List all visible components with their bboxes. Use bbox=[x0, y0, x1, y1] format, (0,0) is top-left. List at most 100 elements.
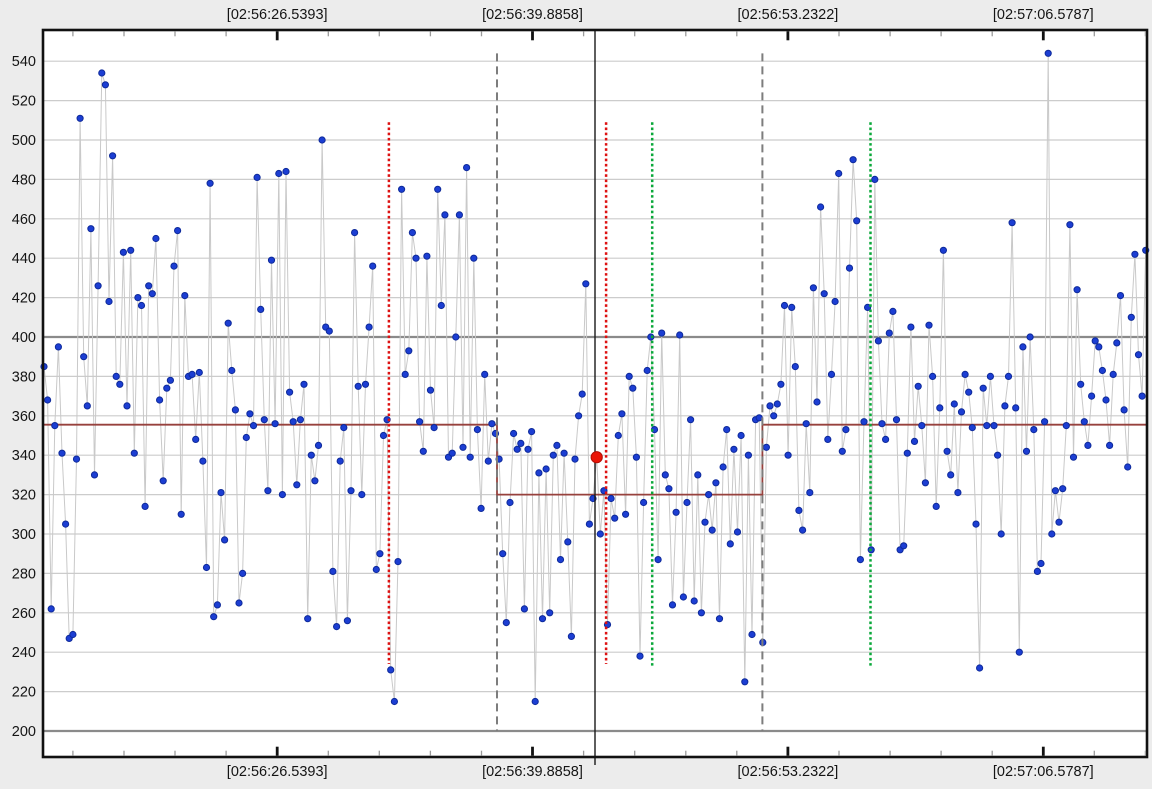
data-point-marker[interactable] bbox=[499, 550, 507, 558]
data-point-marker[interactable] bbox=[513, 445, 521, 453]
data-point-marker[interactable] bbox=[625, 372, 633, 380]
data-point-marker[interactable] bbox=[1012, 404, 1020, 412]
data-point-marker[interactable] bbox=[466, 453, 474, 461]
data-point-marker[interactable] bbox=[452, 333, 460, 341]
data-point-marker[interactable] bbox=[665, 485, 673, 493]
data-point-marker[interactable] bbox=[889, 307, 897, 315]
data-point-marker[interactable] bbox=[416, 418, 424, 426]
data-point-marker[interactable] bbox=[98, 69, 106, 77]
data-point-marker[interactable] bbox=[553, 441, 561, 449]
data-point-marker[interactable] bbox=[813, 398, 821, 406]
data-point-marker[interactable] bbox=[134, 294, 142, 302]
data-point-marker[interactable] bbox=[936, 404, 944, 412]
data-point-marker[interactable] bbox=[687, 416, 695, 424]
data-point-marker[interactable] bbox=[304, 615, 312, 623]
data-point-marker[interactable] bbox=[398, 185, 406, 193]
data-point-marker[interactable] bbox=[1015, 648, 1023, 656]
data-point-marker[interactable] bbox=[419, 447, 427, 455]
data-point-marker[interactable] bbox=[947, 471, 955, 479]
data-point-marker[interactable] bbox=[502, 619, 510, 627]
data-point-marker[interactable] bbox=[1095, 343, 1103, 351]
data-point-marker[interactable] bbox=[62, 520, 70, 528]
data-point-marker[interactable] bbox=[311, 477, 319, 485]
data-point-marker[interactable] bbox=[676, 331, 684, 339]
data-point-marker[interactable] bbox=[618, 410, 626, 418]
data-point-marker[interactable] bbox=[965, 388, 973, 396]
data-point-marker[interactable] bbox=[535, 469, 543, 477]
data-point-marker[interactable] bbox=[795, 506, 803, 514]
data-point-marker[interactable] bbox=[697, 609, 706, 617]
data-point-marker[interactable] bbox=[83, 402, 91, 410]
data-point-marker[interactable] bbox=[672, 508, 680, 516]
data-point-marker[interactable] bbox=[820, 290, 828, 298]
data-point-marker[interactable] bbox=[1134, 351, 1143, 359]
data-point-marker[interactable] bbox=[784, 451, 792, 459]
data-point-marker[interactable] bbox=[1059, 485, 1067, 493]
data-point-marker[interactable] bbox=[661, 471, 669, 479]
data-point-marker[interactable] bbox=[1001, 402, 1009, 410]
data-point-marker[interactable] bbox=[314, 441, 323, 449]
data-point-marker[interactable] bbox=[799, 526, 807, 534]
data-point-marker[interactable] bbox=[58, 449, 66, 457]
data-point-marker[interactable] bbox=[957, 408, 966, 416]
data-point-marker[interactable] bbox=[853, 217, 861, 225]
data-point-marker[interactable] bbox=[1091, 337, 1099, 345]
data-point-marker[interactable] bbox=[217, 489, 225, 497]
data-point-marker[interactable] bbox=[159, 477, 167, 485]
data-point-marker[interactable] bbox=[994, 451, 1002, 459]
data-point-marker[interactable] bbox=[488, 420, 496, 428]
data-point-marker[interactable] bbox=[506, 498, 514, 507]
data-point-marker[interactable] bbox=[860, 418, 868, 426]
data-point-marker[interactable] bbox=[809, 284, 818, 292]
data-point-marker[interactable] bbox=[152, 234, 160, 243]
data-point-marker[interactable] bbox=[80, 353, 88, 361]
data-point-marker[interactable] bbox=[596, 530, 604, 538]
data-point-marker[interactable] bbox=[907, 323, 915, 331]
data-point-marker[interactable] bbox=[578, 390, 586, 398]
data-point-marker[interactable] bbox=[882, 435, 890, 443]
data-point-marker[interactable] bbox=[647, 333, 655, 341]
data-point-marker[interactable] bbox=[174, 227, 182, 235]
data-point-marker[interactable] bbox=[448, 449, 456, 457]
data-point-marker[interactable] bbox=[929, 372, 937, 380]
data-point-marker[interactable] bbox=[94, 282, 102, 290]
data-point-marker[interactable] bbox=[694, 471, 702, 479]
data-point-marker[interactable] bbox=[156, 396, 164, 404]
data-point-marker[interactable] bbox=[990, 422, 998, 430]
data-point-marker[interactable] bbox=[817, 203, 825, 211]
data-point-marker[interactable] bbox=[293, 481, 301, 489]
data-point-marker[interactable] bbox=[470, 254, 478, 262]
data-point-marker[interactable] bbox=[372, 565, 380, 574]
data-point-marker[interactable] bbox=[90, 471, 99, 479]
data-point-marker[interactable] bbox=[1044, 49, 1052, 57]
data-point-marker[interactable] bbox=[549, 451, 557, 459]
data-point-marker[interactable] bbox=[910, 437, 919, 445]
data-point-marker[interactable] bbox=[705, 491, 713, 499]
data-point-marker[interactable] bbox=[856, 556, 865, 564]
data-point-marker[interactable] bbox=[1037, 559, 1045, 568]
data-point-marker[interactable] bbox=[556, 556, 565, 564]
data-point-marker[interactable] bbox=[668, 601, 677, 609]
data-point-marker[interactable] bbox=[921, 479, 930, 487]
data-point-marker[interactable] bbox=[939, 246, 948, 254]
data-point-marker[interactable] bbox=[1022, 447, 1031, 455]
data-point-marker[interactable] bbox=[1019, 343, 1027, 351]
data-point-marker[interactable] bbox=[44, 396, 52, 404]
data-point-marker[interactable] bbox=[405, 347, 413, 355]
data-point-marker[interactable] bbox=[582, 280, 590, 288]
data-point-marker[interactable] bbox=[271, 420, 279, 428]
data-point-marker[interactable] bbox=[968, 424, 976, 432]
data-point-marker[interactable] bbox=[560, 449, 568, 457]
data-point-marker[interactable] bbox=[766, 402, 774, 410]
data-point-marker[interactable] bbox=[181, 292, 189, 300]
data-point-marker[interactable] bbox=[387, 666, 395, 674]
data-point-marker[interactable] bbox=[336, 457, 344, 465]
data-point-marker[interactable] bbox=[123, 402, 131, 410]
data-point-marker[interactable] bbox=[715, 615, 724, 623]
data-point-marker[interactable] bbox=[712, 479, 720, 487]
data-point-marker[interactable] bbox=[137, 301, 146, 310]
data-point-marker[interactable] bbox=[538, 615, 547, 623]
data-point-marker[interactable] bbox=[979, 384, 987, 392]
data-point-marker[interactable] bbox=[408, 229, 416, 237]
data-point-marker[interactable] bbox=[1109, 370, 1117, 378]
